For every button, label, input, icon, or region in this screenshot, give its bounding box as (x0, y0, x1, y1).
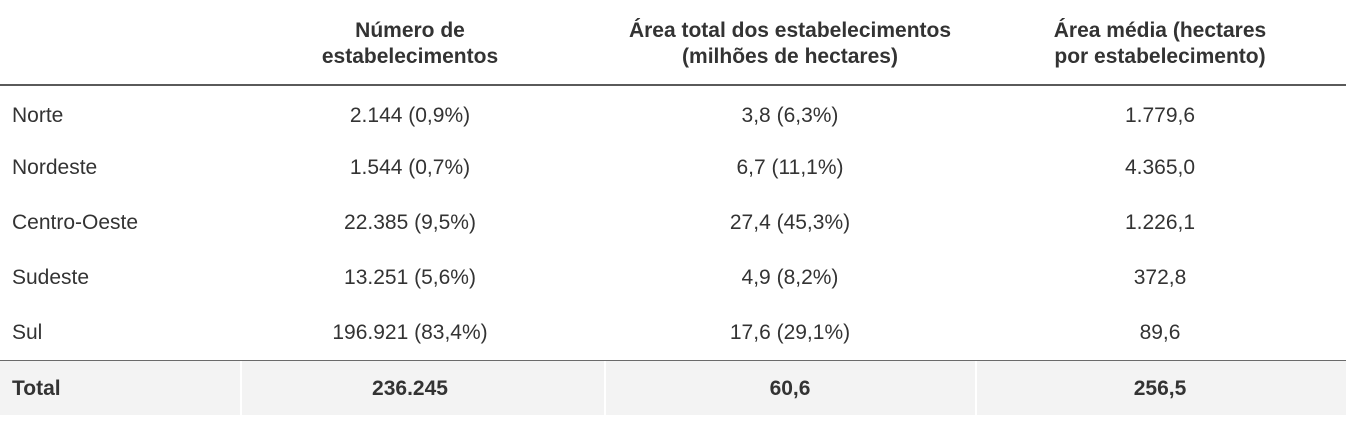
row-label: Nordeste (12, 156, 98, 179)
row-area: 17,6 (29,1%) (729, 321, 851, 344)
row-count: 196.921 (83,4%) (332, 321, 488, 344)
header-area: Área total dos estabelecimentos (milhões… (605, 18, 975, 70)
row-avg: 372,8 (1133, 266, 1187, 289)
row-label: Sudeste (12, 266, 90, 289)
header-avg-line2: por estabelecimento) (1054, 45, 1266, 68)
table-row-total: Total 236.245 60,6 256,5 (0, 360, 1346, 416)
row-label: Norte (12, 104, 64, 127)
total-count: 236.245 (372, 377, 448, 400)
header-avg-line1: Área média (hectares (1053, 19, 1267, 42)
row-area: 4,9 (8,2%) (741, 266, 839, 289)
table-row-centro-oeste: Centro-Oeste 22.385 (9,5%) 27,4 (45,3%) … (0, 195, 1346, 250)
row-count: 2.144 (0,9%) (349, 104, 471, 127)
table-row-sudeste: Sudeste 13.251 (5,6%) 4,9 (8,2%) 372,8 (0, 250, 1346, 305)
row-area: 27,4 (45,3%) (729, 211, 851, 234)
column-divider (975, 361, 977, 416)
table-header: Número de estabelecimentos Área total do… (0, 0, 1346, 86)
row-avg: 1.226,1 (1124, 211, 1196, 234)
table-row-sul: Sul 196.921 (83,4%) 17,6 (29,1%) 89,6 (0, 305, 1346, 360)
row-label: Sul (12, 321, 43, 344)
row-count: 22.385 (9,5%) (344, 211, 476, 234)
table-row-nordeste: Nordeste 1.544 (0,7%) 6,7 (11,1%) 4.365,… (0, 140, 1346, 195)
total-avg: 256,5 (1133, 377, 1187, 400)
table-row-norte: Norte 2.144 (0,9%) 3,8 (6,3%) 1.779,6 (0, 88, 1346, 143)
header-count: Número de estabelecimentos (270, 18, 550, 70)
header-area-line1: Área total dos estabelecimentos (628, 19, 952, 42)
row-avg: 89,6 (1139, 321, 1181, 344)
column-divider (604, 361, 606, 416)
header-count-line2: estabelecimentos (321, 45, 499, 68)
header-area-line2: (milhões de hectares) (682, 45, 898, 68)
row-label: Centro-Oeste (12, 211, 139, 234)
row-area: 6,7 (11,1%) (736, 156, 844, 179)
total-label: Total (12, 377, 61, 400)
row-area: 3,8 (6,3%) (741, 104, 839, 127)
row-count: 13.251 (5,6%) (344, 266, 476, 289)
header-count-line1: Número de (355, 19, 465, 42)
row-avg: 1.779,6 (1124, 104, 1196, 127)
header-avg: Área média (hectares por estabelecimento… (1010, 18, 1310, 70)
total-area: 60,6 (769, 377, 811, 400)
row-avg: 4.365,0 (1124, 156, 1196, 179)
column-divider (240, 361, 242, 416)
row-count: 1.544 (0,7%) (349, 156, 471, 179)
